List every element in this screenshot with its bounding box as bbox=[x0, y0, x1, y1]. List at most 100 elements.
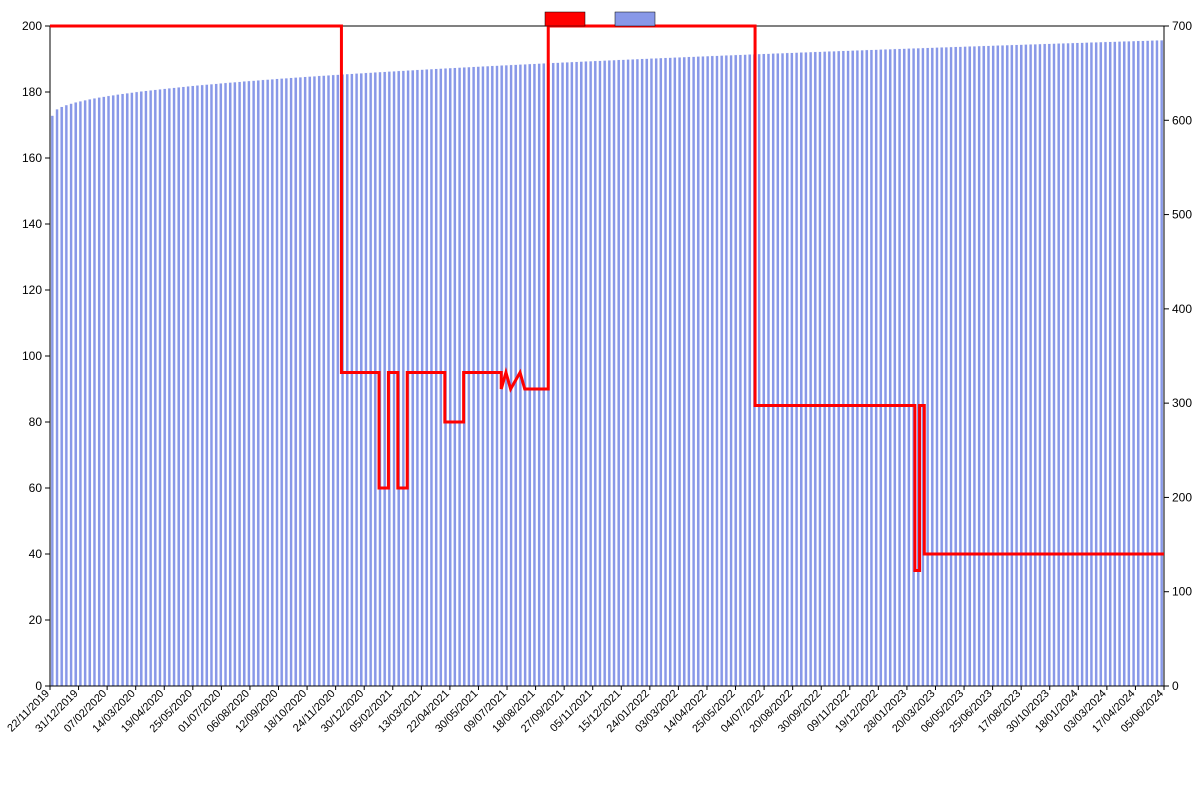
bar bbox=[889, 49, 892, 686]
bar bbox=[219, 83, 222, 686]
bar bbox=[510, 65, 513, 686]
bar bbox=[332, 75, 335, 686]
bar bbox=[327, 75, 330, 686]
bar bbox=[168, 88, 171, 686]
y-right-tick-label: 0 bbox=[1172, 679, 1179, 693]
bar bbox=[687, 57, 690, 686]
bar bbox=[1137, 41, 1140, 686]
bar bbox=[570, 62, 573, 686]
bar bbox=[744, 55, 747, 686]
bar bbox=[257, 80, 260, 686]
bar bbox=[196, 85, 199, 686]
bar bbox=[959, 47, 962, 686]
bar bbox=[1113, 42, 1116, 686]
bar bbox=[987, 46, 990, 686]
bar bbox=[931, 48, 934, 686]
bar bbox=[70, 104, 73, 686]
bar bbox=[641, 59, 644, 686]
bar bbox=[950, 47, 953, 686]
bar bbox=[393, 71, 396, 686]
bar bbox=[182, 87, 185, 686]
bar bbox=[60, 107, 63, 686]
bar bbox=[1024, 44, 1027, 686]
bar bbox=[926, 48, 929, 686]
bar bbox=[1071, 43, 1074, 686]
y-right-tick-label: 300 bbox=[1172, 396, 1192, 410]
bar bbox=[486, 66, 489, 686]
bar bbox=[187, 86, 190, 686]
bar bbox=[1081, 43, 1084, 686]
bar bbox=[575, 62, 578, 686]
bar bbox=[584, 61, 587, 686]
y-right-tick-label: 500 bbox=[1172, 208, 1192, 222]
bar bbox=[631, 59, 634, 686]
bar bbox=[233, 82, 236, 686]
legend-swatch-bar bbox=[615, 12, 655, 26]
bar bbox=[1118, 41, 1121, 686]
bar bbox=[767, 54, 770, 686]
bar bbox=[467, 67, 470, 686]
bar bbox=[411, 70, 414, 686]
bar bbox=[1015, 45, 1018, 686]
bar bbox=[608, 60, 611, 686]
y-right-tick-label: 200 bbox=[1172, 490, 1192, 504]
bar bbox=[1048, 44, 1051, 686]
bar bbox=[482, 66, 485, 686]
bar bbox=[65, 105, 68, 686]
bar bbox=[159, 89, 162, 686]
bar bbox=[542, 63, 545, 686]
bar bbox=[936, 47, 939, 686]
bar bbox=[322, 76, 325, 686]
bar bbox=[1104, 42, 1107, 686]
bar bbox=[580, 62, 583, 686]
bar bbox=[954, 47, 957, 686]
bar bbox=[346, 74, 349, 686]
bar bbox=[238, 82, 241, 686]
bar bbox=[304, 77, 307, 686]
bar bbox=[458, 68, 461, 686]
bar bbox=[884, 49, 887, 686]
y-left-tick-label: 180 bbox=[22, 85, 42, 99]
bar bbox=[126, 93, 129, 686]
y-left-tick-label: 120 bbox=[22, 283, 42, 297]
y-left-tick-label: 80 bbox=[29, 415, 43, 429]
bar bbox=[683, 57, 686, 686]
bar bbox=[290, 78, 293, 686]
bar bbox=[360, 73, 363, 686]
bar bbox=[524, 64, 527, 686]
bar bbox=[870, 50, 873, 686]
bar bbox=[1151, 40, 1154, 686]
bar bbox=[917, 48, 920, 686]
bar bbox=[163, 89, 166, 686]
bar bbox=[622, 60, 625, 686]
bar bbox=[435, 69, 438, 686]
bar bbox=[589, 61, 592, 686]
bar bbox=[837, 51, 840, 686]
bar bbox=[804, 52, 807, 686]
bar bbox=[1001, 45, 1004, 686]
y-left-tick-label: 40 bbox=[29, 547, 43, 561]
bar bbox=[313, 76, 316, 686]
bar bbox=[556, 63, 559, 686]
bar bbox=[734, 55, 737, 686]
bar bbox=[1146, 41, 1149, 686]
bar bbox=[861, 50, 864, 686]
bar bbox=[1156, 40, 1159, 686]
bar bbox=[421, 70, 424, 686]
bar bbox=[1039, 44, 1042, 686]
bar bbox=[898, 49, 901, 686]
bar bbox=[173, 88, 176, 686]
bar bbox=[1095, 42, 1098, 686]
bar bbox=[425, 69, 428, 686]
bar bbox=[968, 46, 971, 686]
bar bbox=[692, 57, 695, 686]
bar bbox=[224, 83, 227, 686]
bar bbox=[823, 51, 826, 686]
bar bbox=[205, 85, 208, 686]
bar bbox=[636, 59, 639, 686]
bar bbox=[472, 67, 475, 686]
bar bbox=[730, 55, 733, 686]
bar bbox=[350, 74, 353, 686]
bar bbox=[98, 97, 101, 686]
bar bbox=[1160, 40, 1163, 686]
